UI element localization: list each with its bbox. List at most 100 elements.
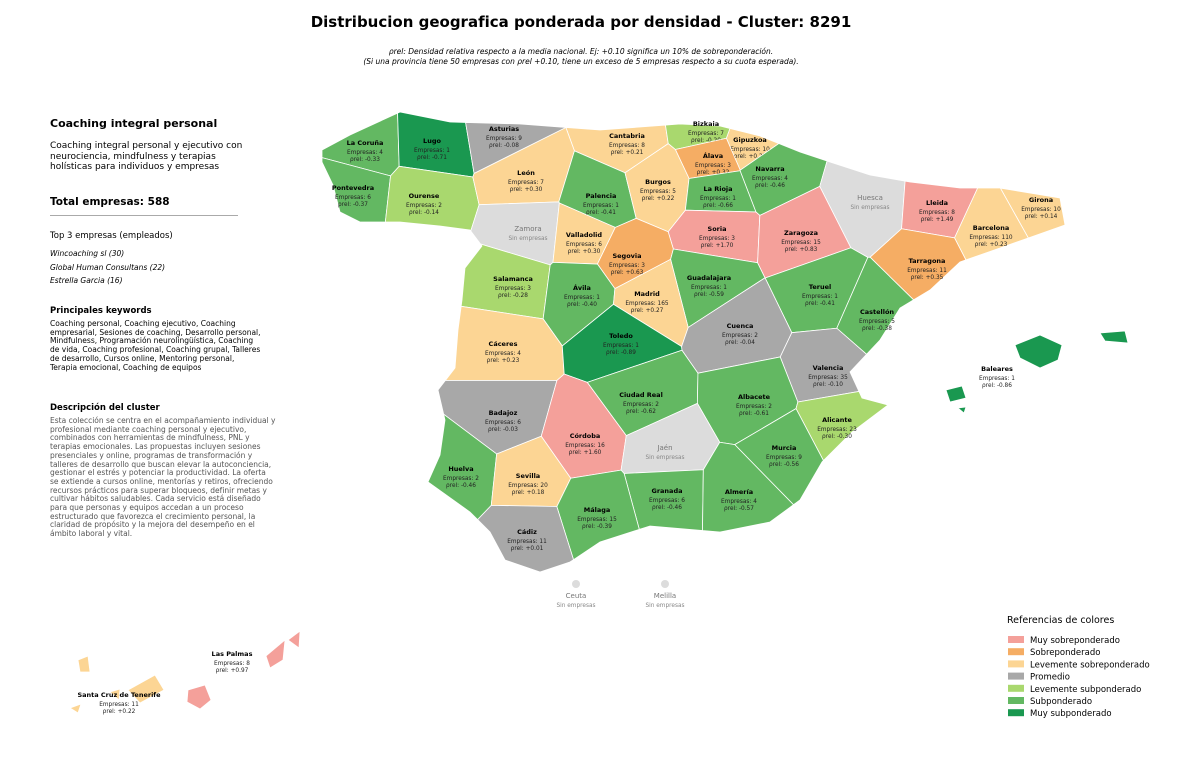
province-count: Empresas: 11	[907, 268, 947, 274]
top-title: Top 3 empresas (empleados)	[50, 231, 173, 241]
province-count: Empresas: 8	[919, 210, 955, 216]
legend-label: Promedio	[1030, 673, 1070, 683]
province-rho: ρrel: +0.23	[487, 358, 520, 364]
province-rho: ρrel: -0.86	[982, 383, 1012, 389]
province-count: Empresas: 11	[99, 702, 139, 708]
keywords: Coaching personal, Coaching ejecutivo, C…	[50, 319, 261, 372]
province-name: Palencia	[586, 192, 617, 200]
province-count: Empresas: 1	[414, 148, 450, 154]
province-name: Cáceres	[489, 340, 518, 348]
province-name: Santa Cruz de Tenerife	[77, 691, 161, 699]
province-name: Guadalajara	[687, 274, 731, 282]
province-name: Toledo	[609, 332, 633, 340]
province-name: Ávila	[573, 283, 591, 292]
province-name: León	[517, 169, 535, 177]
province-rho: ρrel: -0.04	[725, 340, 755, 346]
province-rho: ρrel: -0.40	[567, 302, 597, 308]
province-name: Melilla	[654, 592, 676, 600]
province-name: Castellón	[860, 308, 894, 316]
description-title: Descripción del cluster	[50, 403, 160, 413]
province-count: Empresas: 2	[443, 476, 479, 482]
province-rho: ρrel: -0.71	[417, 155, 447, 161]
province-name: Murcia	[772, 444, 797, 452]
province-name: Barcelona	[973, 224, 1010, 232]
province-rho: ρrel: -0.56	[769, 462, 799, 468]
province-name: Las Palmas	[212, 650, 253, 658]
province-name: Girona	[1029, 196, 1053, 204]
legend-swatch	[1008, 636, 1024, 643]
province-count: Sin empresas	[508, 236, 547, 242]
province-name: Granada	[652, 487, 683, 495]
province-count: Empresas: 6	[335, 195, 371, 201]
province-rho: ρrel: -0.10	[813, 382, 843, 388]
province-count: Empresas: 2	[623, 402, 659, 408]
province-rho: ρrel: +0.22	[103, 709, 136, 715]
province-count: Empresas: 2	[736, 404, 772, 410]
province-rho: ρrel: -0.37	[338, 202, 368, 208]
province-name: Teruel	[809, 283, 831, 291]
province-rho: ρrel: -0.28	[498, 293, 528, 299]
province-rho: ρrel: -0.33	[350, 157, 380, 163]
province-count: Empresas: 3	[609, 263, 645, 269]
province-count: Empresas: 4	[721, 499, 757, 505]
legend-swatch	[1008, 672, 1024, 680]
top-item: Wincoaching sl (30)	[50, 249, 125, 258]
province-rho: ρrel: -0.61	[739, 411, 769, 417]
legend-label: Levemente subponderado	[1030, 685, 1141, 695]
province-name: Málaga	[584, 506, 611, 514]
province-rho: ρrel: -0.38	[862, 326, 892, 332]
province-rho: ρrel: -0.30	[822, 434, 852, 440]
province-rho: ρrel: -0.57	[724, 506, 754, 512]
province-count: Empresas: 1	[802, 294, 838, 300]
province-rho: ρrel: -0.89	[606, 350, 636, 356]
province-name: Lleida	[926, 199, 948, 207]
title: Distribucion geografica ponderada por de…	[310, 13, 852, 31]
province-name: La Rioja	[703, 185, 732, 193]
province-rho: ρrel: +0.97	[216, 668, 249, 674]
province-name: Almería	[725, 488, 753, 496]
province: Ceuta Sin empresas	[556, 580, 596, 609]
province-shape	[957, 406, 967, 414]
province-rho: ρrel: +0.23	[975, 242, 1008, 248]
province-name: Cádiz	[517, 528, 537, 536]
province-name: Zamora	[514, 225, 541, 233]
province-name: Albacete	[738, 393, 771, 401]
province-count: Empresas: 4	[347, 150, 383, 156]
province-name: Bizkaia	[693, 120, 719, 128]
keywords-title: Principales keywords	[50, 306, 152, 316]
subtitle: ρrel: Densidad relativa respecto a la me…	[388, 47, 774, 56]
province-shape	[77, 655, 91, 673]
province-name: Huelva	[448, 465, 473, 473]
province-count: Empresas: 165	[625, 301, 669, 307]
legend-label: Levemente sobreponderado	[1030, 660, 1150, 670]
province-name: Tarragona	[909, 257, 946, 265]
province-count: Sin empresas	[645, 603, 684, 609]
cluster-subtitle: Coaching integral personal y ejecutivo c…	[50, 141, 243, 172]
province-rho: ρrel: -0.39	[582, 524, 612, 530]
province-rho: ρrel: -0.03	[488, 427, 518, 433]
legend-label: Muy subponderado	[1030, 709, 1112, 719]
legend-label: Subponderado	[1030, 697, 1092, 707]
province-count: Empresas: 3	[699, 236, 735, 242]
legend-swatch	[1008, 660, 1024, 668]
province-rho: ρrel: +0.14	[1025, 214, 1058, 220]
legend-label: Sobreponderado	[1030, 648, 1100, 658]
province-name: Segovia	[612, 252, 641, 260]
province-count: Empresas: 35	[808, 375, 848, 381]
province-count: Empresas: 6	[485, 420, 521, 426]
province-count: Empresas: 1	[700, 196, 736, 202]
province-shape	[127, 674, 165, 704]
province-count: Empresas: 3	[495, 286, 531, 292]
province-name: Ourense	[409, 192, 440, 200]
province-rho: ρrel: -0.20	[691, 138, 721, 144]
province-shape	[69, 703, 82, 714]
province-shape	[321, 157, 391, 223]
province-name: Zaragoza	[784, 229, 818, 237]
province-rho: ρrel: +0.27	[734, 154, 767, 160]
